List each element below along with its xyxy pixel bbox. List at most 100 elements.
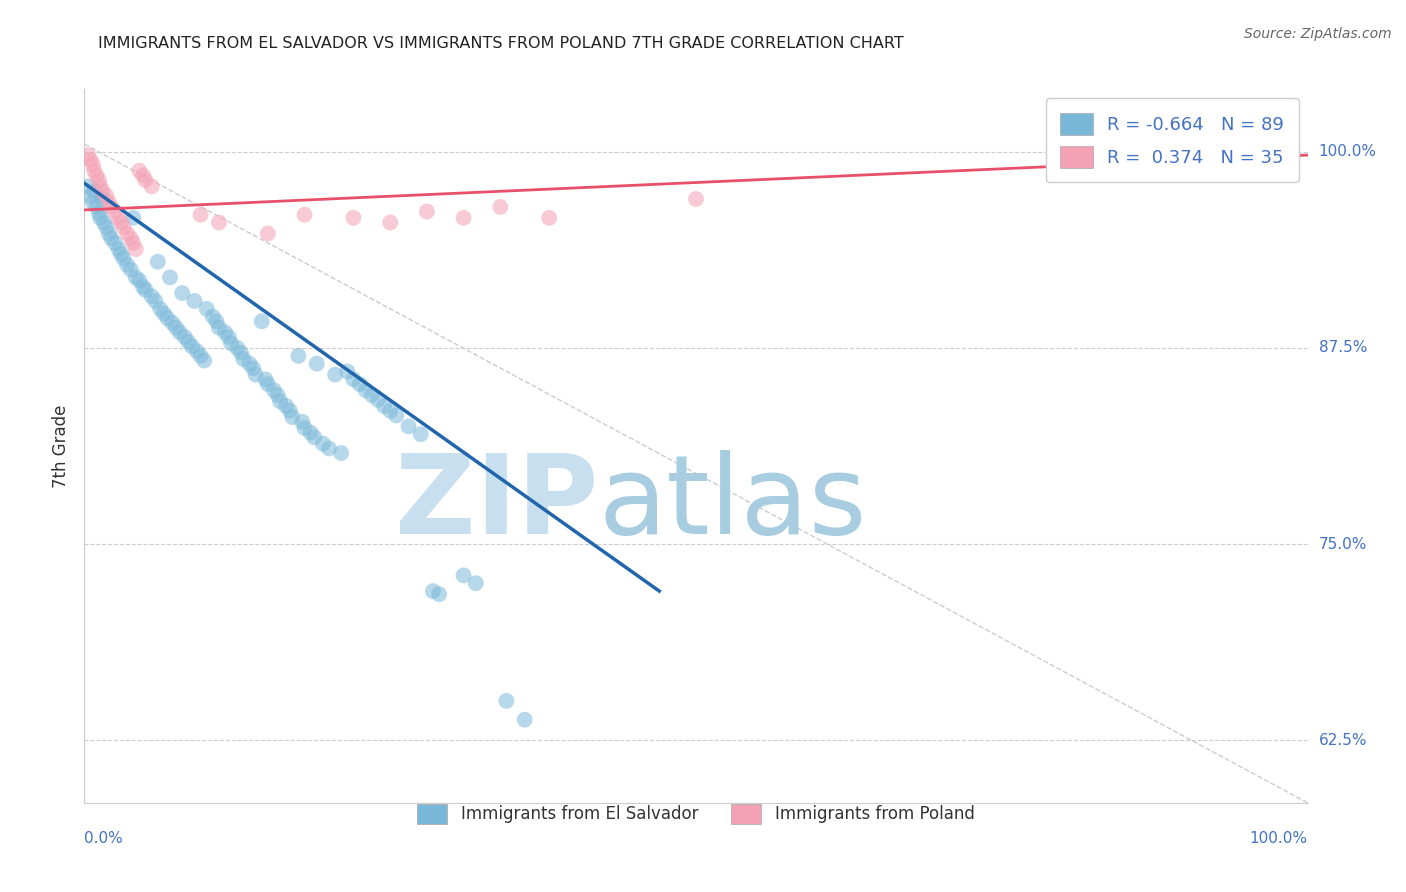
Point xyxy=(291,415,314,429)
Point xyxy=(409,427,432,442)
Point xyxy=(453,568,475,582)
Point xyxy=(208,215,231,229)
Legend: Immigrants from El Salvador, Immigrants from Poland: Immigrants from El Salvador, Immigrants … xyxy=(404,790,988,838)
Point xyxy=(489,200,512,214)
Point xyxy=(190,208,212,222)
Point xyxy=(82,157,104,171)
Point xyxy=(229,345,252,359)
Point xyxy=(141,179,163,194)
Point xyxy=(165,320,187,334)
Point xyxy=(304,430,326,444)
Point xyxy=(153,306,176,320)
Point xyxy=(104,235,127,250)
Point xyxy=(112,252,135,266)
Point xyxy=(342,211,364,225)
Point xyxy=(186,344,208,359)
Point xyxy=(132,280,155,294)
Point xyxy=(125,242,148,256)
Point xyxy=(232,351,254,366)
Point xyxy=(120,231,142,245)
Text: 0.0%: 0.0% xyxy=(84,830,124,846)
Point xyxy=(312,436,335,450)
Point xyxy=(190,349,212,363)
Point xyxy=(254,372,277,386)
Point xyxy=(110,215,132,229)
Point xyxy=(269,394,291,409)
Point xyxy=(205,314,228,328)
Point xyxy=(100,231,122,245)
Point xyxy=(128,274,150,288)
Point xyxy=(107,242,129,256)
Point xyxy=(89,211,111,225)
Point xyxy=(87,173,110,187)
Point xyxy=(122,235,145,250)
Point xyxy=(416,204,439,219)
Point xyxy=(208,320,231,334)
Point xyxy=(398,419,420,434)
Text: 100.0%: 100.0% xyxy=(1319,145,1376,160)
Point xyxy=(218,330,240,344)
Text: ZIP: ZIP xyxy=(395,450,598,557)
Point xyxy=(380,403,402,417)
Point xyxy=(238,357,260,371)
Point xyxy=(87,206,110,220)
Point xyxy=(242,361,264,376)
Point xyxy=(257,377,280,392)
Point xyxy=(149,301,172,316)
Point xyxy=(79,153,101,167)
Point xyxy=(380,215,402,229)
Point xyxy=(263,384,285,398)
Point xyxy=(318,442,340,456)
Point xyxy=(336,364,359,378)
Point xyxy=(305,357,328,371)
Point xyxy=(373,399,395,413)
Point xyxy=(294,421,316,435)
Text: 62.5%: 62.5% xyxy=(1319,732,1367,747)
Point xyxy=(177,334,200,349)
Text: 100.0%: 100.0% xyxy=(1250,830,1308,846)
Point xyxy=(159,270,181,285)
Point xyxy=(181,339,204,353)
Point xyxy=(226,341,249,355)
Point xyxy=(104,204,127,219)
Point xyxy=(141,289,163,303)
Point xyxy=(132,169,155,183)
Point xyxy=(323,368,346,382)
Point xyxy=(86,200,108,214)
Text: 87.5%: 87.5% xyxy=(1319,341,1367,356)
Point xyxy=(93,215,115,229)
Point xyxy=(257,227,280,241)
Point xyxy=(349,377,371,392)
Point xyxy=(422,584,444,599)
Point xyxy=(201,310,224,324)
Point xyxy=(183,293,205,308)
Point xyxy=(83,163,105,178)
Point xyxy=(89,179,111,194)
Point xyxy=(120,262,142,277)
Point xyxy=(100,200,122,214)
Point xyxy=(172,286,194,301)
Point xyxy=(276,399,298,413)
Point xyxy=(135,283,157,297)
Point xyxy=(495,694,517,708)
Point xyxy=(250,314,273,328)
Point xyxy=(219,336,242,351)
Point xyxy=(112,220,135,235)
Point xyxy=(135,173,157,187)
Point xyxy=(82,195,104,210)
Point xyxy=(360,388,382,402)
Point xyxy=(538,211,561,225)
Point xyxy=(110,247,132,261)
Point xyxy=(83,184,105,198)
Point xyxy=(685,192,707,206)
Point xyxy=(125,270,148,285)
Point xyxy=(128,163,150,178)
Point xyxy=(367,392,389,407)
Point xyxy=(97,227,120,241)
Point xyxy=(97,195,120,210)
Point xyxy=(354,384,377,398)
Point xyxy=(91,184,114,198)
Point xyxy=(156,311,179,326)
Point xyxy=(107,211,129,225)
Text: IMMIGRANTS FROM EL SALVADOR VS IMMIGRANTS FROM POLAND 7TH GRADE CORRELATION CHAR: IMMIGRANTS FROM EL SALVADOR VS IMMIGRANT… xyxy=(98,36,904,51)
